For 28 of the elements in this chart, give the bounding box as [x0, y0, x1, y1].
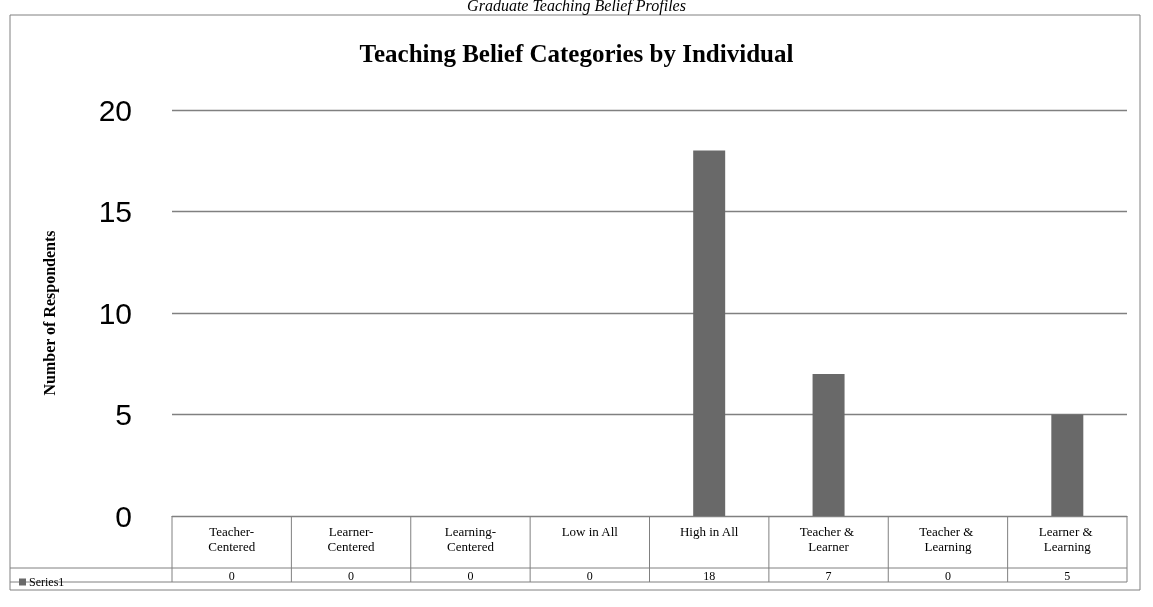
y-tick-label: 20	[98, 93, 132, 127]
y-tick-label: 10	[98, 296, 132, 330]
data-label: 7	[825, 569, 832, 583]
x-tick-label: Teacher-Centered	[208, 524, 256, 554]
x-tick-label: Low in All	[561, 524, 619, 539]
x-tick-label: Learner & Learning	[1038, 524, 1096, 554]
x-tick-label: High in All	[679, 524, 739, 539]
bar	[812, 373, 845, 516]
data-label: 0	[228, 569, 235, 583]
legend-label: Series1	[29, 575, 65, 589]
x-tick-label: Teacher & Learning	[919, 524, 977, 554]
bar	[693, 150, 726, 516]
data-label: 5	[1064, 569, 1071, 583]
data-label: 18	[703, 569, 716, 583]
data-label: 0	[944, 569, 951, 583]
data-label: 0	[467, 569, 474, 583]
x-tick-label: Learning-Centered	[444, 524, 497, 554]
chart-title: Teaching Belief Categories by Individual	[359, 40, 794, 67]
y-tick-label: 5	[115, 398, 132, 431]
y-tick-label: 0	[115, 499, 132, 533]
y-tick-label: 15	[98, 195, 132, 228]
x-tick-label: Learner-Centered	[327, 524, 376, 554]
y-axis-title: Number of Respondents	[40, 230, 59, 396]
chart-subtitle: Graduate Teaching Belief Profiles	[467, 0, 686, 15]
data-label: 0	[348, 569, 355, 583]
bar	[1051, 414, 1084, 516]
x-tick-label: Teacher & Learner	[799, 524, 858, 554]
data-label: 0	[586, 569, 593, 583]
